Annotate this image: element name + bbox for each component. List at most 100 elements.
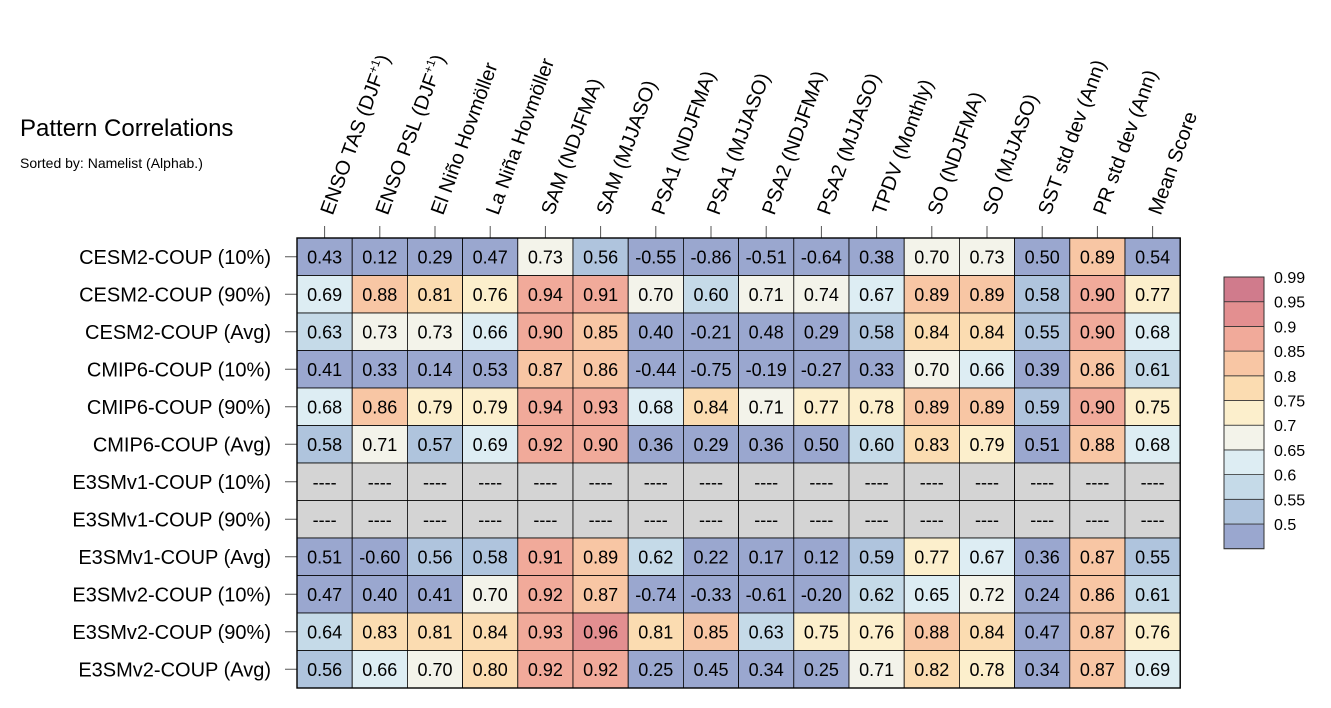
colorbar-label: 0.65 [1274, 443, 1305, 460]
cell-value: 0.87 [528, 360, 563, 380]
cell-value: 0.89 [914, 397, 949, 417]
heatmap-frame [296, 237, 1181, 689]
heatmap-cell [1069, 312, 1126, 351]
cell-value: 0.89 [1080, 247, 1115, 267]
cell-value: 0.69 [473, 435, 508, 455]
cell-value: ---- [699, 510, 723, 530]
cell-value: ---- [809, 472, 833, 492]
row-label: CESM2-COUP (Avg) [85, 322, 271, 344]
cell-value: 0.86 [362, 397, 397, 417]
cell-value: -0.44 [635, 360, 676, 380]
cell-value: 0.82 [914, 660, 949, 680]
heatmap-cell [1014, 462, 1071, 501]
heatmap-cell [959, 387, 1016, 426]
colorbar-label: 0.55 [1274, 492, 1305, 509]
cell-value: 0.83 [362, 622, 397, 642]
cell-value: ---- [589, 510, 613, 530]
heatmap-cell [1124, 350, 1181, 389]
colorbar-label: 0.99 [1274, 270, 1305, 287]
cell-value: 0.60 [693, 285, 728, 305]
column-labels: ENSO TAS (DJF+1)ENSO PSL (DJF+1)El Niño … [317, 52, 1202, 238]
heatmap-cell [793, 387, 850, 426]
cell-value: -0.20 [801, 585, 842, 605]
heatmap-cell [738, 425, 795, 464]
cell-value: 0.69 [1135, 660, 1170, 680]
heatmap-cell [903, 237, 960, 276]
cell-value: 0.63 [749, 622, 784, 642]
cell-value: 0.47 [1025, 622, 1060, 642]
cell-value: 0.41 [417, 585, 452, 605]
cell-value: 0.22 [693, 547, 728, 567]
heatmap-cell [462, 500, 519, 539]
cell-value: 0.89 [969, 397, 1004, 417]
heatmap-cell [296, 650, 353, 689]
heatmap-cell [627, 537, 684, 576]
heatmap-cell [627, 275, 684, 314]
cell-value: ---- [1085, 510, 1109, 530]
row-label: E3SMv2-COUP (Avg) [78, 659, 271, 681]
cell-value: 0.38 [859, 247, 894, 267]
cell-value: 0.39 [1025, 360, 1060, 380]
cell-value: 0.94 [528, 285, 563, 305]
heatmap-cell [848, 387, 905, 426]
cell-value: ---- [589, 472, 613, 492]
heatmap-cell [1124, 425, 1181, 464]
heatmap-cell [848, 650, 905, 689]
cell-value: 0.86 [1080, 585, 1115, 605]
heatmap-cell [903, 387, 960, 426]
heatmap-cell [572, 462, 629, 501]
cell-value: 0.50 [1025, 247, 1060, 267]
cell-value: ---- [368, 510, 392, 530]
cell-value: 0.70 [914, 360, 949, 380]
cell-value: ---- [423, 472, 447, 492]
cell-value: 0.89 [583, 547, 618, 567]
cell-value: 0.51 [1025, 435, 1060, 455]
heatmap-cell [572, 575, 629, 614]
heatmap-cell [406, 275, 463, 314]
cell-value: 0.94 [528, 397, 563, 417]
cell-value: 0.83 [914, 435, 949, 455]
heatmap-cell [406, 425, 463, 464]
cell-value: 0.73 [969, 247, 1004, 267]
heatmap-cell [351, 612, 408, 651]
heatmap-cell [462, 612, 519, 651]
heatmap-cell [683, 462, 740, 501]
colorbar-swatch [1223, 301, 1265, 327]
heatmap-cell [959, 650, 1016, 689]
heatmap-cell [903, 462, 960, 501]
heatmap-cell [683, 612, 740, 651]
heatmap-cell [572, 650, 629, 689]
heatmap-cell [1069, 612, 1126, 651]
cell-value: 0.43 [307, 247, 342, 267]
heatmap-cell [683, 575, 740, 614]
heatmap-cells [296, 237, 1181, 689]
cell-value: 0.81 [638, 622, 673, 642]
heatmap-cell [959, 575, 1016, 614]
cell-value: 0.88 [914, 622, 949, 642]
cell-value: 0.76 [473, 285, 508, 305]
cell-value: -0.19 [746, 360, 787, 380]
cell-value: 0.70 [473, 585, 508, 605]
cell-value: 0.66 [362, 660, 397, 680]
cell-value: 0.70 [638, 285, 673, 305]
cell-value: 0.86 [1080, 360, 1115, 380]
cell-value: 0.56 [417, 547, 452, 567]
cell-value: 0.89 [969, 285, 1004, 305]
colorbar-swatch [1223, 400, 1265, 426]
cell-value: 0.61 [1135, 585, 1170, 605]
heatmap-cell [1124, 612, 1181, 651]
heatmap-cell [627, 312, 684, 351]
cell-value: 0.88 [362, 285, 397, 305]
heatmap-cell [848, 425, 905, 464]
heatmap-cell [462, 275, 519, 314]
cell-value: 0.92 [528, 435, 563, 455]
cell-value: 0.92 [528, 660, 563, 680]
heatmap-cell [517, 350, 574, 389]
column-label: SO (MJJASO) [979, 91, 1043, 218]
heatmap-cell [683, 312, 740, 351]
cell-value: -0.74 [635, 585, 676, 605]
heatmap-cell [351, 350, 408, 389]
cell-value: 0.87 [1080, 660, 1115, 680]
colorbar-label: 0.95 [1274, 295, 1305, 312]
cell-value: 0.96 [583, 622, 618, 642]
